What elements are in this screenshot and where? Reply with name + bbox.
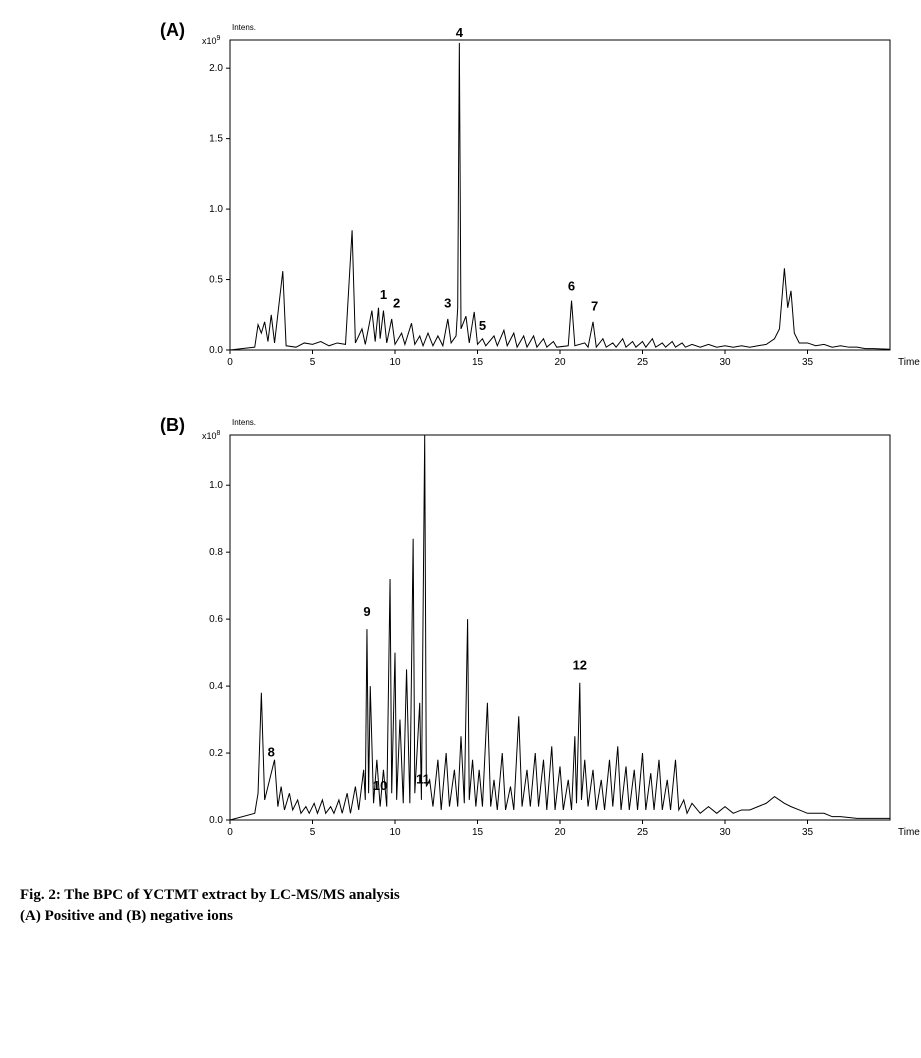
caption-line1: Fig. 2: The BPC of YCTMT extract by LC-M… [20, 885, 921, 906]
svg-text:5: 5 [310, 357, 316, 368]
svg-text:5: 5 [310, 827, 316, 838]
svg-text:0.0: 0.0 [209, 345, 223, 356]
figure-caption: Fig. 2: The BPC of YCTMT extract by LC-M… [20, 885, 921, 927]
svg-text:35: 35 [802, 357, 814, 368]
svg-text:3: 3 [444, 296, 451, 311]
svg-text:20: 20 [554, 827, 566, 838]
svg-text:5: 5 [479, 318, 486, 333]
svg-text:10: 10 [373, 778, 387, 793]
panel-b-chart: 0.0 0.2 0.4 0.6 0.8 1.0 0 5 10 15 20 25 30 35 Intens. x… [190, 415, 870, 855]
svg-text:10: 10 [389, 357, 401, 368]
svg-text:1.5: 1.5 [209, 134, 223, 145]
svg-text:4: 4 [456, 25, 464, 40]
svg-text:7: 7 [591, 298, 598, 313]
svg-text:12: 12 [573, 658, 587, 673]
svg-text:10: 10 [389, 827, 401, 838]
svg-text:x109: x109 [202, 35, 221, 46]
svg-text:1: 1 [380, 287, 387, 302]
svg-text:30: 30 [719, 357, 731, 368]
svg-text:0.5: 0.5 [209, 275, 223, 286]
svg-text:Time [min]: Time [min] [898, 827, 921, 838]
svg-text:15: 15 [472, 827, 484, 838]
svg-text:0.4: 0.4 [209, 681, 223, 692]
svg-text:20: 20 [554, 357, 566, 368]
svg-text:0.2: 0.2 [209, 748, 223, 759]
svg-text:0.0: 0.0 [209, 815, 223, 826]
svg-text:11: 11 [416, 772, 430, 787]
svg-text:x108: x108 [202, 430, 221, 441]
panel-b-label: (B) [160, 415, 185, 436]
chromatogram-a: 0.00.51.01.52.005101520253035Intens.x109… [190, 20, 921, 380]
caption-line2: (A) Positive and (B) negative ions [20, 906, 921, 927]
panel-a-label: (A) [160, 20, 185, 41]
svg-text:0: 0 [227, 357, 233, 368]
svg-text:0.6: 0.6 [209, 614, 223, 625]
svg-text:6: 6 [568, 279, 575, 294]
svg-text:Time [min]: Time [min] [898, 357, 921, 368]
svg-text:35: 35 [802, 827, 814, 838]
svg-text:25: 25 [637, 827, 649, 838]
svg-text:Intens.: Intens. [232, 23, 256, 32]
svg-text:0: 0 [227, 827, 233, 838]
panel-a-chart: 0.00.51.01.52.005101520253035Intens.x109… [190, 20, 870, 385]
svg-text:8: 8 [268, 745, 275, 760]
svg-text:Intens.: Intens. [232, 418, 256, 427]
panel-b-container: (B) 0.0 0.2 0.4 0.6 0.8 1.0 0 5 10 15 20 25 30 35 Inte… [20, 415, 921, 855]
svg-text:1.0: 1.0 [209, 480, 223, 491]
svg-text:2.0: 2.0 [209, 63, 223, 74]
svg-text:30: 30 [719, 827, 731, 838]
svg-text:9: 9 [363, 604, 370, 619]
svg-text:0.8: 0.8 [209, 547, 223, 558]
svg-text:2: 2 [393, 296, 400, 311]
chromatogram-b: 0.0 0.2 0.4 0.6 0.8 1.0 0 5 10 15 20 25 30 35 Intens. x… [190, 415, 921, 850]
svg-text:1.0: 1.0 [209, 204, 223, 215]
svg-text:15: 15 [472, 357, 484, 368]
svg-text:25: 25 [637, 357, 649, 368]
panel-a-container: (A) 0.00.51.01.52.005101520253035Intens.… [20, 20, 921, 385]
